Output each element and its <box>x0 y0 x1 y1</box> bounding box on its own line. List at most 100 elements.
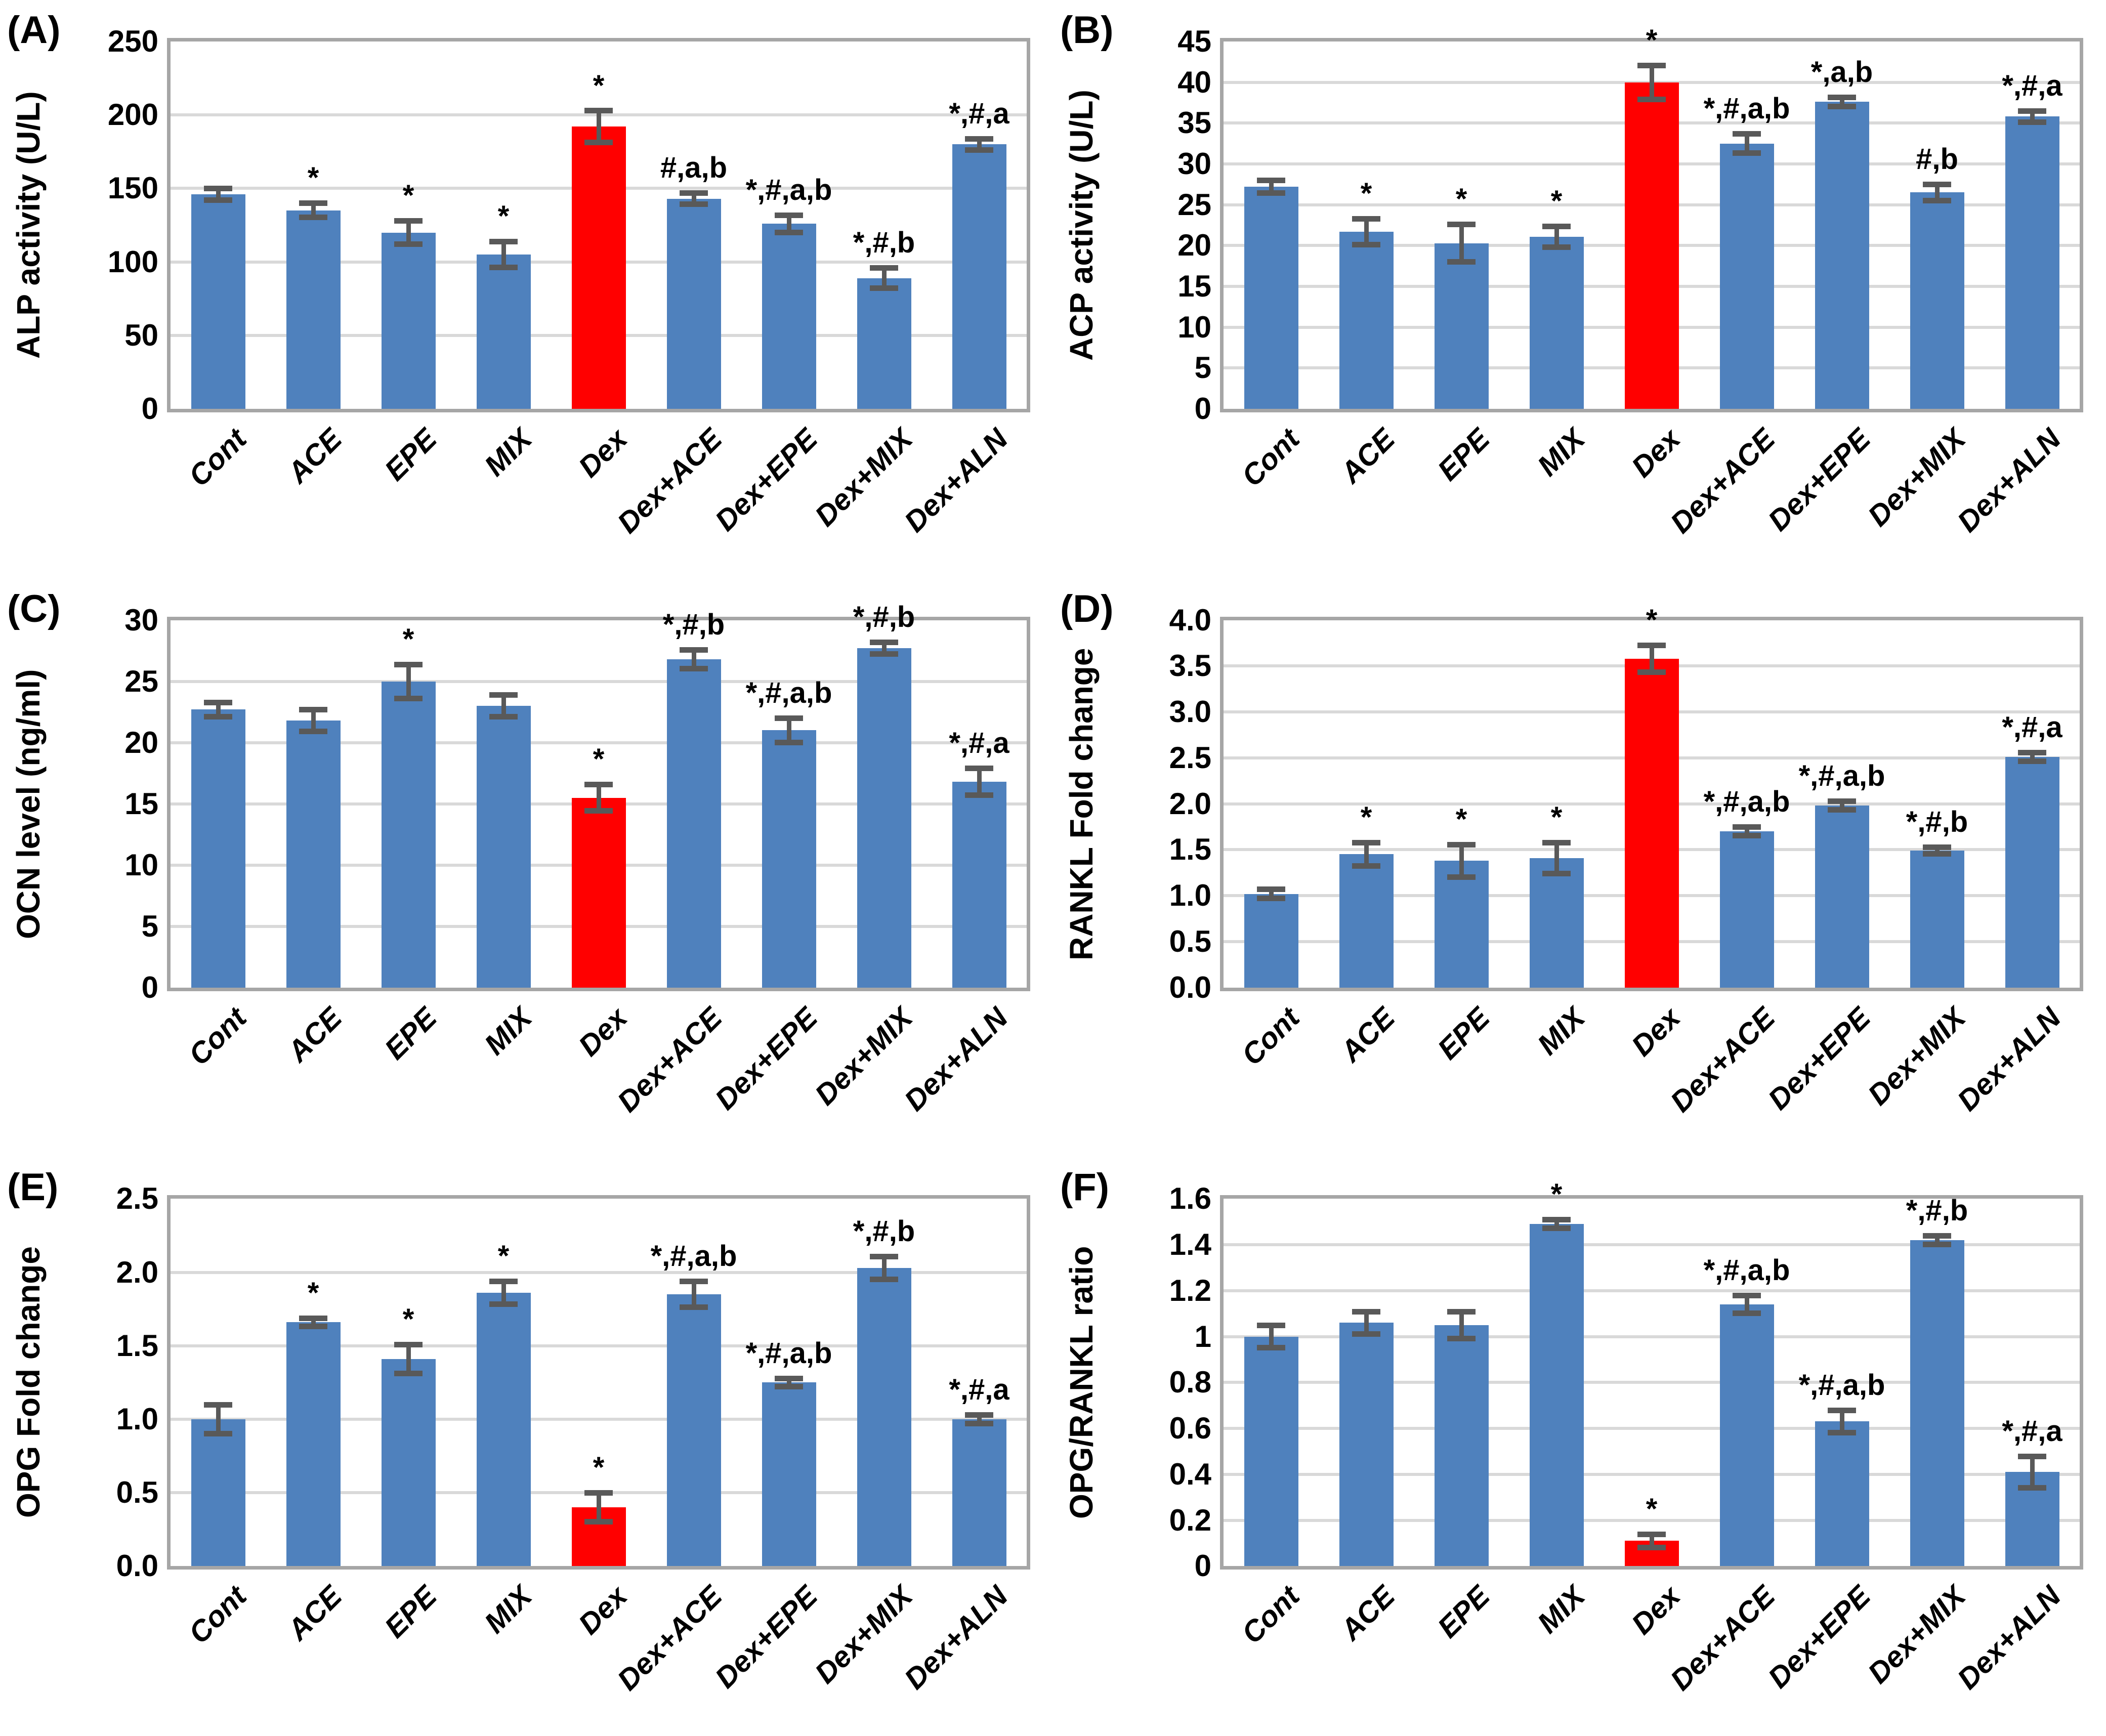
bar-dex-mix <box>857 648 911 988</box>
y-axis-title: OCN level (ng/ml) <box>10 668 47 939</box>
bar-dex-epe <box>762 1382 816 1566</box>
gridline <box>171 680 1027 683</box>
y-tick-label: 3.5 <box>1169 649 1211 683</box>
error-bar <box>786 215 791 233</box>
y-tick-label: 2.0 <box>1169 786 1211 821</box>
x-category-label: Dex+ACE <box>611 1001 729 1119</box>
error-bar-cap-bottom <box>680 666 708 672</box>
significance-annotation: * <box>1550 800 1563 834</box>
error-bar-cap-top <box>1923 844 1951 850</box>
panel-label: (C) <box>7 587 61 630</box>
bar-dex-aln <box>952 1419 1006 1566</box>
error-bar-cap-bottom <box>1733 1310 1761 1317</box>
error-bar <box>311 203 316 218</box>
bar-dex-mix <box>857 1267 911 1566</box>
y-tick-label: 1.0 <box>116 1402 158 1436</box>
panel-B-acp-activity: (B) ACP activity (U/L) * * * * *,#,a,b *,a,b #… <box>1053 0 2106 579</box>
y-tick-label: 40 <box>1177 65 1211 99</box>
bar-dex <box>1624 82 1679 409</box>
y-tick-label: 0 <box>141 970 158 1004</box>
x-category-label: Dex <box>572 422 634 484</box>
bar-dex-epe <box>762 224 816 409</box>
error-bar <box>691 649 696 669</box>
x-category-label: Dex <box>1625 1001 1687 1063</box>
bar-dex-aln <box>2005 757 2059 988</box>
bar-dex-epe <box>1815 102 1869 409</box>
x-category-label: Dex+EPE <box>708 1001 824 1116</box>
error-bar <box>406 1344 411 1374</box>
x-category-label: EPE <box>1431 1001 1496 1066</box>
gridline <box>1224 1518 2080 1522</box>
error-bar-cap-bottom <box>870 651 898 657</box>
error-bar-cap-bottom <box>1542 870 1571 876</box>
y-tick-label: 0.0 <box>116 1549 158 1583</box>
y-tick-label: 100 <box>107 244 158 279</box>
error-bar-cap-top <box>2018 1453 2046 1459</box>
y-tick-label: 1.4 <box>1169 1227 1211 1262</box>
error-bar-cap-bottom <box>1828 1430 1856 1436</box>
significance-annotation: * <box>593 1451 605 1485</box>
gridline <box>171 1271 1027 1274</box>
error-bar-cap-bottom <box>1733 833 1761 839</box>
y-tick-label: 30 <box>1177 147 1211 181</box>
y-tick-label: 5 <box>141 909 158 943</box>
error-bar-cap-bottom <box>965 1420 993 1426</box>
error-bar-cap-top <box>1733 824 1761 830</box>
bar-cont <box>1244 1336 1298 1566</box>
error-bar <box>406 664 411 699</box>
gridline <box>171 1417 1027 1421</box>
error-bar <box>501 695 506 717</box>
error-bar <box>1459 224 1464 262</box>
y-tick-label: 1.2 <box>1169 1273 1211 1307</box>
error-bar-cap-bottom <box>204 197 232 203</box>
bar-ace <box>1339 854 1394 988</box>
significance-annotation: *,#,a,b <box>650 1239 737 1273</box>
error-bar-cap-top <box>2018 108 2046 114</box>
y-tick-label: 20 <box>124 725 158 759</box>
bar-dex-ace <box>1719 143 1774 409</box>
error-bar-cap-top <box>584 108 613 114</box>
y-axis-title: RANKL Fold change <box>1063 647 1100 960</box>
error-bar-cap-top <box>394 1341 423 1347</box>
error-bar-cap-top <box>394 661 423 667</box>
y-tick-label: 20 <box>1177 228 1211 263</box>
error-bar <box>881 268 887 288</box>
bar-cont <box>1244 894 1298 988</box>
x-category-label: Dex+EPE <box>1761 422 1877 537</box>
error-bar-cap-top <box>204 186 232 192</box>
error-bar-cap-bottom <box>775 1384 803 1390</box>
error-bar-cap-bottom <box>1352 863 1380 869</box>
error-bar <box>1554 226 1559 247</box>
significance-annotation: * <box>1550 1178 1563 1211</box>
error-bar-cap-bottom <box>2018 119 2046 125</box>
error-bar-cap-bottom <box>965 792 993 798</box>
error-bar-cap-top <box>1257 886 1285 893</box>
y-tick-label: 0 <box>141 392 158 426</box>
x-category-label: Dex <box>572 1001 634 1063</box>
significance-annotation: *,#,a,b <box>1798 759 1885 793</box>
y-tick-label: 0.0 <box>1169 970 1211 1004</box>
y-tick-label: 15 <box>1177 269 1211 303</box>
error-bar <box>977 1415 982 1424</box>
y-tick-label: 0 <box>1194 392 1211 426</box>
error-bar-cap-bottom <box>1352 241 1380 247</box>
error-bar-cap-bottom <box>870 285 898 291</box>
error-bar-cap-bottom <box>2018 758 2046 765</box>
y-axis-title: OPG/RANKL ratio <box>1063 1246 1100 1519</box>
y-tick-label: 4.0 <box>1169 603 1211 637</box>
error-bar <box>977 138 982 150</box>
error-bar-cap-top <box>680 190 708 196</box>
error-bar-cap-top <box>965 136 993 142</box>
panel-label: (D) <box>1060 587 1114 630</box>
error-bar-cap-bottom <box>1257 1345 1285 1351</box>
y-tick-label: 1.0 <box>1169 878 1211 913</box>
y-tick-label: 15 <box>124 786 158 821</box>
significance-annotation: *,#,a,b <box>1703 1253 1790 1287</box>
x-category-label: Dex <box>1625 1580 1687 1641</box>
bar-cont <box>191 1419 245 1566</box>
y-tick-label: 200 <box>107 98 158 132</box>
x-category-label: MIX <box>1531 1580 1591 1640</box>
error-bar-cap-bottom <box>394 1370 423 1376</box>
error-bar-cap-bottom <box>870 1277 898 1283</box>
